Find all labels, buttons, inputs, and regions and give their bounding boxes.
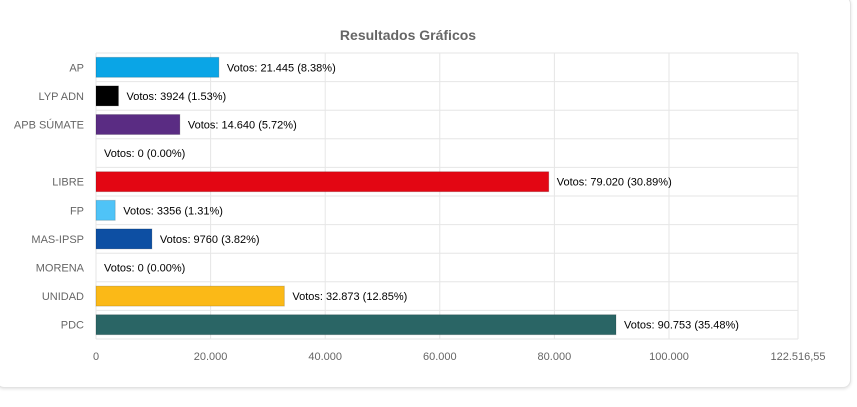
category-label: LIBRE (52, 177, 84, 189)
bars-layer (95, 56, 617, 336)
data-label: Votos: 32.873 (12.85%) (292, 291, 407, 303)
data-label: Votos: 9760 (3.82%) (160, 234, 260, 246)
bar[interactable] (95, 285, 285, 307)
x-tick-label: 40.000 (308, 351, 342, 363)
bar[interactable] (95, 114, 181, 135)
category-label: FP (70, 205, 84, 217)
data-label: Votos: 21.445 (8.38%) (227, 62, 336, 74)
x-tick-label: 20.000 (194, 351, 228, 363)
data-label: Votos: 0 (0.00%) (104, 148, 185, 160)
labels-layer: AP Votos: 21.445 (8.38%) LYP ADN Votos: 392… (14, 62, 739, 331)
category-label: PDC (61, 320, 84, 332)
bar[interactable] (95, 199, 116, 221)
data-label: Votos: 90.753 (35.48%) (624, 320, 739, 332)
data-label: Votos: 79.020 (30.89%) (557, 177, 672, 189)
bar[interactable] (95, 171, 550, 193)
category-label: MAS-IPSP (31, 234, 84, 246)
category-label: MORENA (36, 263, 85, 275)
bar[interactable] (95, 85, 119, 107)
x-tick-label: 0 (93, 351, 99, 363)
grid-layer (95, 52, 799, 340)
data-label: Votos: 14.640 (5.72%) (188, 120, 297, 132)
x-tick-label: 100.000 (649, 351, 689, 363)
category-label: LYP ADN (39, 91, 85, 103)
bar[interactable] (95, 314, 617, 336)
bar[interactable] (95, 228, 153, 250)
category-label: APB SÚMATE (14, 119, 84, 132)
category-label: AP (69, 62, 84, 74)
category-label: UNIDAD (42, 291, 84, 303)
x-axis-ticks: 0 20.000 40.000 60.000 80.000 100.000 122.516,… (93, 351, 826, 363)
x-tick-label: 80.000 (538, 351, 572, 363)
data-label: Votos: 3356 (1.31%) (123, 205, 223, 217)
data-label: Votos: 0 (0.00%) (104, 263, 185, 275)
x-tick-label: 122.516,55 (770, 351, 825, 363)
bar[interactable] (95, 56, 220, 78)
x-tick-label: 60.000 (423, 351, 457, 363)
chart-title: Resultados Gráficos (340, 27, 476, 43)
data-label: Votos: 3924 (1.53%) (126, 91, 226, 103)
